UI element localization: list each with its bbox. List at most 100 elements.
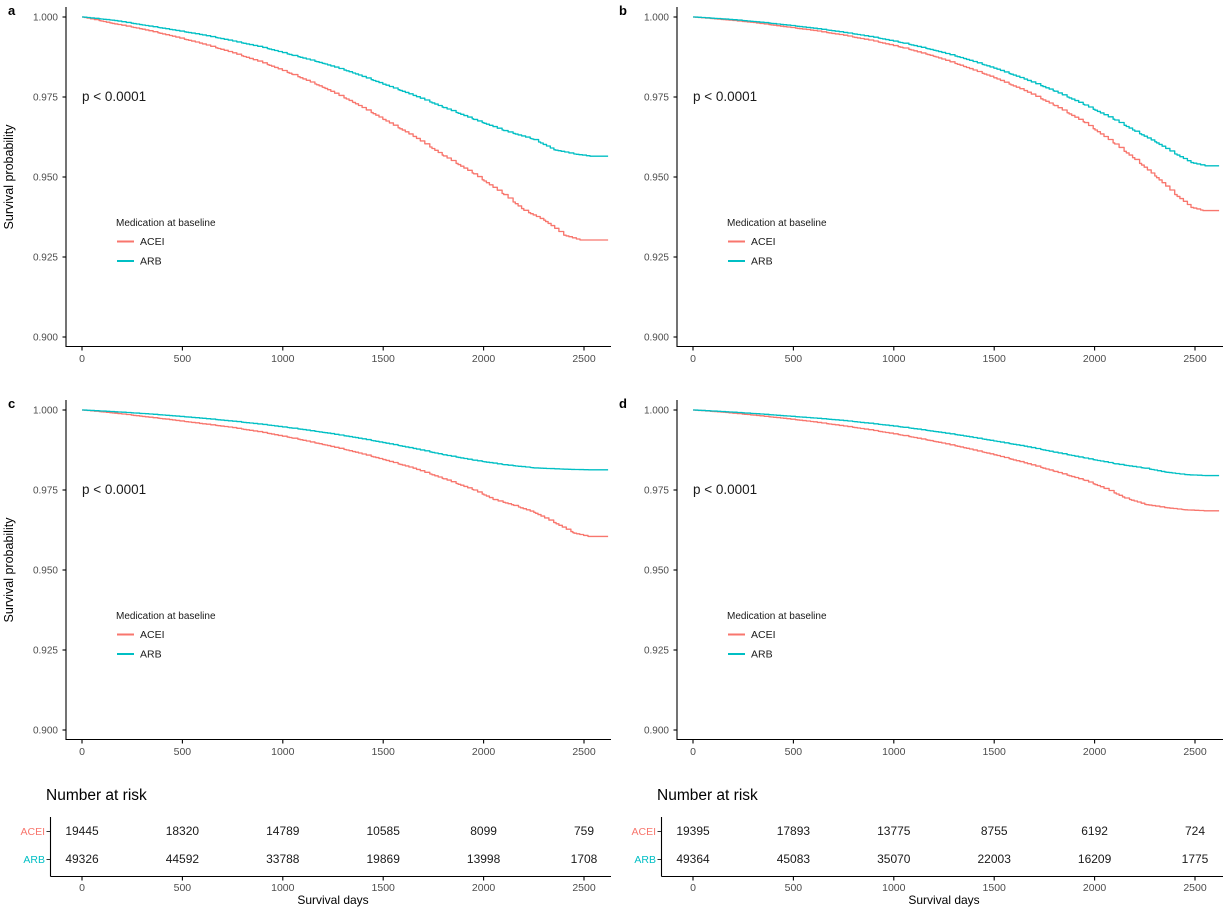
y-tick-label: 0.975 bbox=[33, 93, 58, 104]
y-tick-label: 0.950 bbox=[33, 566, 58, 577]
x-tick-label: 500 bbox=[785, 746, 803, 758]
x-axis-title: Survival days bbox=[908, 893, 979, 907]
risk-table-right: Number at risk ACEI 19395 17893 13775 8755 619… bbox=[631, 787, 1223, 907]
x-tick-label: 2000 bbox=[1083, 353, 1107, 365]
risk-row-label: ACEI bbox=[20, 826, 45, 838]
x-tick-label: 1000 bbox=[271, 353, 295, 365]
x-axis-title: Survival days bbox=[297, 893, 368, 907]
x-tick-label: 0 bbox=[79, 353, 85, 365]
arb-curve bbox=[82, 16, 609, 157]
risk-row-label: ARB bbox=[23, 854, 45, 866]
x-tick-label: 2500 bbox=[572, 746, 596, 758]
panel-label-a: a bbox=[8, 3, 16, 18]
risk-count: 49364 bbox=[676, 852, 710, 866]
x-tick-label: 0 bbox=[690, 746, 696, 758]
x-tick-label: 2500 bbox=[572, 353, 596, 365]
x-tick-label: 2000 bbox=[472, 746, 496, 758]
risk-count: 35070 bbox=[877, 852, 911, 866]
risk-count: 49326 bbox=[65, 852, 99, 866]
legend-item-label: ARB bbox=[751, 649, 773, 661]
acei-curve bbox=[82, 16, 609, 241]
risk-count: 18320 bbox=[166, 824, 200, 838]
x-tick-label: 2500 bbox=[1183, 353, 1207, 365]
risk-count: 14789 bbox=[266, 824, 300, 838]
risk-table-left: Number at risk ACEI 19445 18320 14789 10585 80… bbox=[20, 787, 611, 907]
risk-count: 33788 bbox=[266, 852, 300, 866]
panel-label-c: c bbox=[8, 396, 15, 411]
risk-table-title: Number at risk bbox=[46, 787, 147, 804]
x-tick-label: 1000 bbox=[882, 882, 906, 894]
y-tick-label: 0.975 bbox=[644, 486, 669, 497]
risk-count: 759 bbox=[574, 824, 594, 838]
risk-count: 1775 bbox=[1182, 852, 1209, 866]
risk-count: 13775 bbox=[877, 824, 911, 838]
x-tick-label: 1500 bbox=[372, 746, 396, 758]
x-tick-label: 500 bbox=[174, 746, 192, 758]
x-tick-label: 2000 bbox=[1083, 882, 1107, 894]
km-panel-d: d 1.000 0.975 0.950 0.925 0.900 0 500 1000 1500 20… bbox=[619, 396, 1223, 758]
legend-title: Medication at baseline bbox=[727, 611, 827, 622]
risk-count: 19869 bbox=[367, 852, 401, 866]
risk-row-label: ARB bbox=[634, 854, 656, 866]
x-tick-label: 0 bbox=[79, 882, 85, 894]
y-tick-label: 0.925 bbox=[33, 253, 58, 264]
risk-count: 724 bbox=[1185, 824, 1205, 838]
x-tick-label: 0 bbox=[690, 882, 696, 894]
km-panel-a: a 1.000 0.975 0.950 0.925 0.900 0 500 1000 1500 20… bbox=[2, 3, 611, 365]
risk-count: 6192 bbox=[1081, 824, 1108, 838]
y-tick-label: 0.900 bbox=[644, 726, 669, 737]
x-tick-label: 2500 bbox=[1183, 882, 1207, 894]
risk-table-title: Number at risk bbox=[657, 787, 758, 804]
x-tick-label: 1500 bbox=[983, 353, 1007, 365]
x-tick-label: 1000 bbox=[271, 746, 295, 758]
legend-item-label: ACEI bbox=[140, 236, 165, 248]
risk-count: 1708 bbox=[571, 852, 598, 866]
acei-curve bbox=[82, 409, 609, 538]
x-tick-label: 1000 bbox=[882, 746, 906, 758]
x-tick-label: 2500 bbox=[1183, 746, 1207, 758]
km-panel-c: c 1.000 0.975 0.950 0.925 0.900 0 500 1000 1500 20… bbox=[2, 396, 611, 758]
legend-item-label: ACEI bbox=[751, 236, 776, 248]
x-tick-label: 2000 bbox=[472, 353, 496, 365]
x-tick-label: 0 bbox=[79, 746, 85, 758]
arb-curve bbox=[82, 409, 609, 471]
legend-item-label: ARB bbox=[140, 649, 162, 661]
risk-count: 22003 bbox=[978, 852, 1012, 866]
p-value-label: p < 0.0001 bbox=[82, 482, 146, 497]
y-tick-label: 1.000 bbox=[644, 406, 669, 417]
panel-label-b: b bbox=[619, 3, 627, 18]
x-tick-label: 500 bbox=[174, 353, 192, 365]
y-axis-title: Survival probability bbox=[2, 124, 16, 230]
y-tick-label: 0.950 bbox=[644, 173, 669, 184]
x-tick-label: 2500 bbox=[572, 882, 596, 894]
arb-curve bbox=[693, 16, 1220, 167]
x-tick-label: 1500 bbox=[983, 882, 1007, 894]
y-tick-label: 0.925 bbox=[644, 646, 669, 657]
y-tick-label: 0.900 bbox=[33, 333, 58, 344]
x-tick-label: 0 bbox=[690, 353, 696, 365]
y-tick-label: 0.900 bbox=[33, 726, 58, 737]
risk-count: 17893 bbox=[777, 824, 811, 838]
x-tick-label: 1000 bbox=[271, 882, 295, 894]
y-tick-label: 1.000 bbox=[33, 13, 58, 24]
x-tick-label: 2000 bbox=[1083, 746, 1107, 758]
y-tick-label: 0.925 bbox=[33, 646, 58, 657]
risk-row-label: ACEI bbox=[631, 826, 656, 838]
acei-curve bbox=[693, 16, 1220, 212]
risk-count: 44592 bbox=[166, 852, 200, 866]
x-tick-label: 1500 bbox=[372, 353, 396, 365]
y-tick-label: 0.975 bbox=[33, 486, 58, 497]
risk-count: 45083 bbox=[777, 852, 811, 866]
x-tick-label: 1000 bbox=[882, 353, 906, 365]
risk-count: 8755 bbox=[981, 824, 1008, 838]
p-value-label: p < 0.0001 bbox=[82, 89, 146, 104]
risk-count: 13998 bbox=[467, 852, 501, 866]
panel-label-d: d bbox=[619, 396, 627, 411]
y-axis-title: Survival probability bbox=[2, 517, 16, 623]
legend-title: Medication at baseline bbox=[727, 218, 827, 229]
y-tick-label: 1.000 bbox=[33, 406, 58, 417]
y-tick-label: 0.950 bbox=[33, 173, 58, 184]
p-value-label: p < 0.0001 bbox=[693, 482, 757, 497]
legend-item-label: ACEI bbox=[751, 629, 776, 641]
